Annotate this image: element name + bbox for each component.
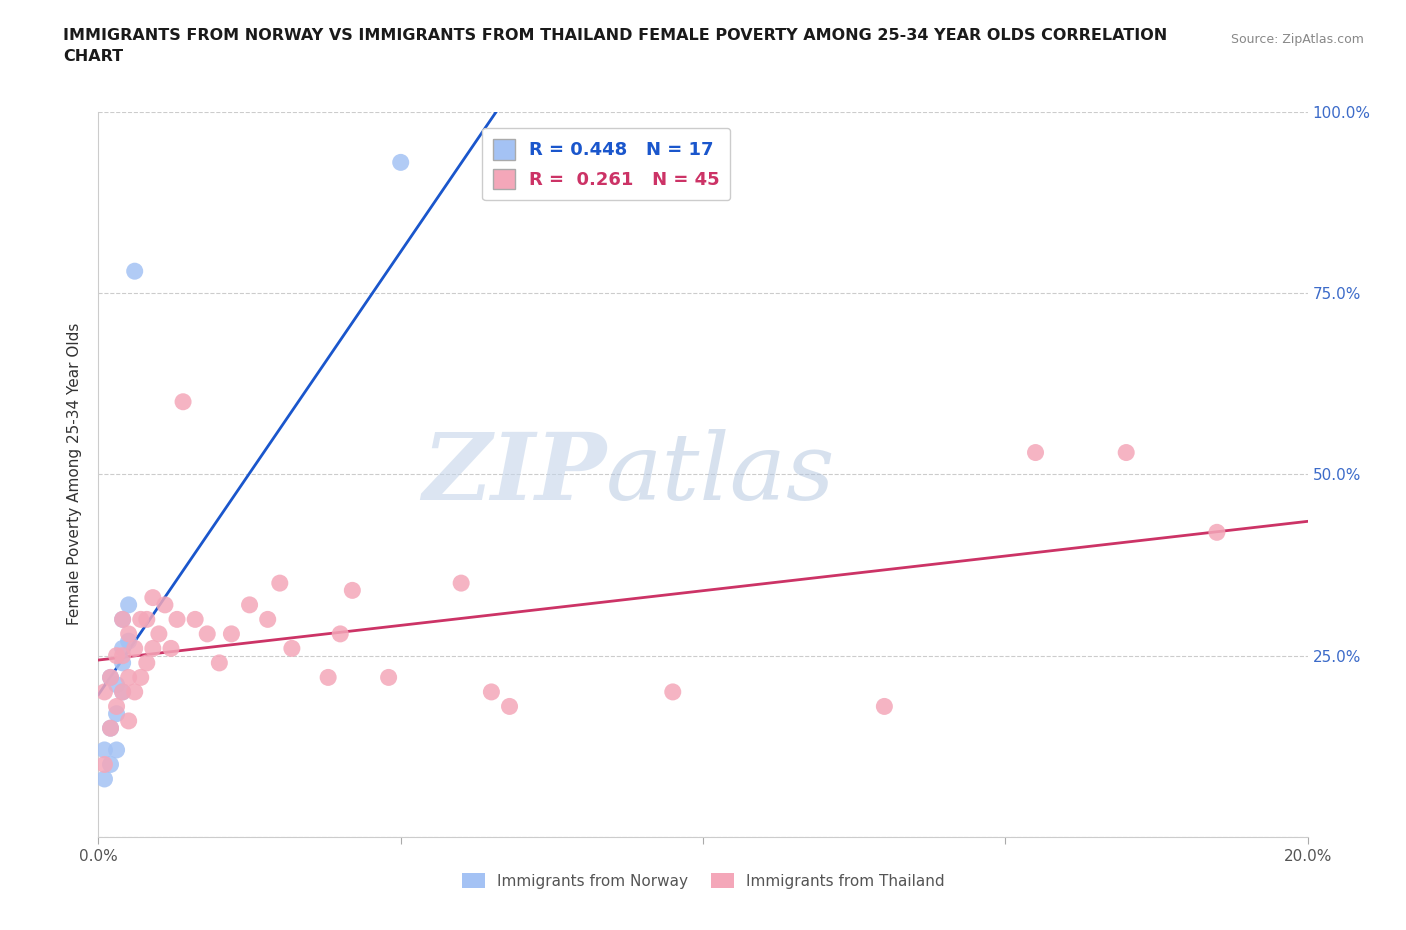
Text: IMMIGRANTS FROM NORWAY VS IMMIGRANTS FROM THAILAND FEMALE POVERTY AMONG 25-34 YE: IMMIGRANTS FROM NORWAY VS IMMIGRANTS FRO… bbox=[63, 28, 1167, 64]
Point bbox=[873, 699, 896, 714]
Point bbox=[1115, 445, 1137, 460]
Point bbox=[124, 264, 146, 279]
Text: Source: ZipAtlas.com: Source: ZipAtlas.com bbox=[1230, 33, 1364, 46]
Point bbox=[269, 576, 291, 591]
Point bbox=[153, 597, 176, 612]
Point bbox=[105, 699, 128, 714]
Point bbox=[166, 612, 188, 627]
Point bbox=[148, 627, 170, 642]
Point bbox=[111, 612, 134, 627]
Point bbox=[135, 656, 157, 671]
Point bbox=[100, 757, 122, 772]
Point bbox=[105, 706, 128, 721]
Point bbox=[118, 713, 141, 728]
Point bbox=[100, 670, 122, 684]
Point bbox=[256, 612, 278, 627]
Point bbox=[221, 627, 243, 642]
Point bbox=[450, 576, 472, 591]
Point bbox=[135, 612, 157, 627]
Point bbox=[498, 699, 520, 714]
Y-axis label: Female Poverty Among 25-34 Year Olds: Female Poverty Among 25-34 Year Olds bbox=[67, 323, 83, 626]
Point bbox=[389, 155, 412, 170]
Point bbox=[118, 597, 141, 612]
Point bbox=[111, 641, 134, 656]
Point bbox=[93, 684, 115, 699]
Point bbox=[93, 772, 115, 787]
Point bbox=[129, 612, 152, 627]
Point bbox=[124, 641, 146, 656]
Point bbox=[481, 684, 503, 699]
Point bbox=[100, 670, 122, 684]
Point bbox=[118, 633, 141, 648]
Point bbox=[160, 641, 183, 656]
Point bbox=[118, 670, 141, 684]
Point bbox=[281, 641, 304, 656]
Point bbox=[195, 627, 218, 642]
Point bbox=[111, 612, 134, 627]
Point bbox=[172, 394, 194, 409]
Point bbox=[100, 721, 122, 736]
Point bbox=[510, 155, 533, 170]
Point bbox=[342, 583, 364, 598]
Point bbox=[316, 670, 339, 684]
Point bbox=[239, 597, 262, 612]
Point bbox=[142, 641, 165, 656]
Point bbox=[129, 670, 152, 684]
Point bbox=[377, 670, 399, 684]
Point bbox=[1024, 445, 1046, 460]
Point bbox=[105, 742, 128, 757]
Point bbox=[111, 656, 134, 671]
Point bbox=[1206, 525, 1229, 539]
Point bbox=[105, 677, 128, 692]
Point bbox=[111, 684, 134, 699]
Point bbox=[105, 648, 128, 663]
Point bbox=[111, 648, 134, 663]
Point bbox=[208, 656, 231, 671]
Point bbox=[124, 684, 146, 699]
Text: atlas: atlas bbox=[606, 430, 835, 519]
Point bbox=[93, 757, 115, 772]
Point bbox=[142, 591, 165, 605]
Point bbox=[118, 627, 141, 642]
Point bbox=[111, 684, 134, 699]
Point bbox=[329, 627, 352, 642]
Point bbox=[184, 612, 207, 627]
Point bbox=[100, 721, 122, 736]
Text: ZIP: ZIP bbox=[422, 430, 606, 519]
Point bbox=[661, 684, 683, 699]
Legend: Immigrants from Norway, Immigrants from Thailand: Immigrants from Norway, Immigrants from … bbox=[456, 867, 950, 895]
Point bbox=[93, 742, 115, 757]
